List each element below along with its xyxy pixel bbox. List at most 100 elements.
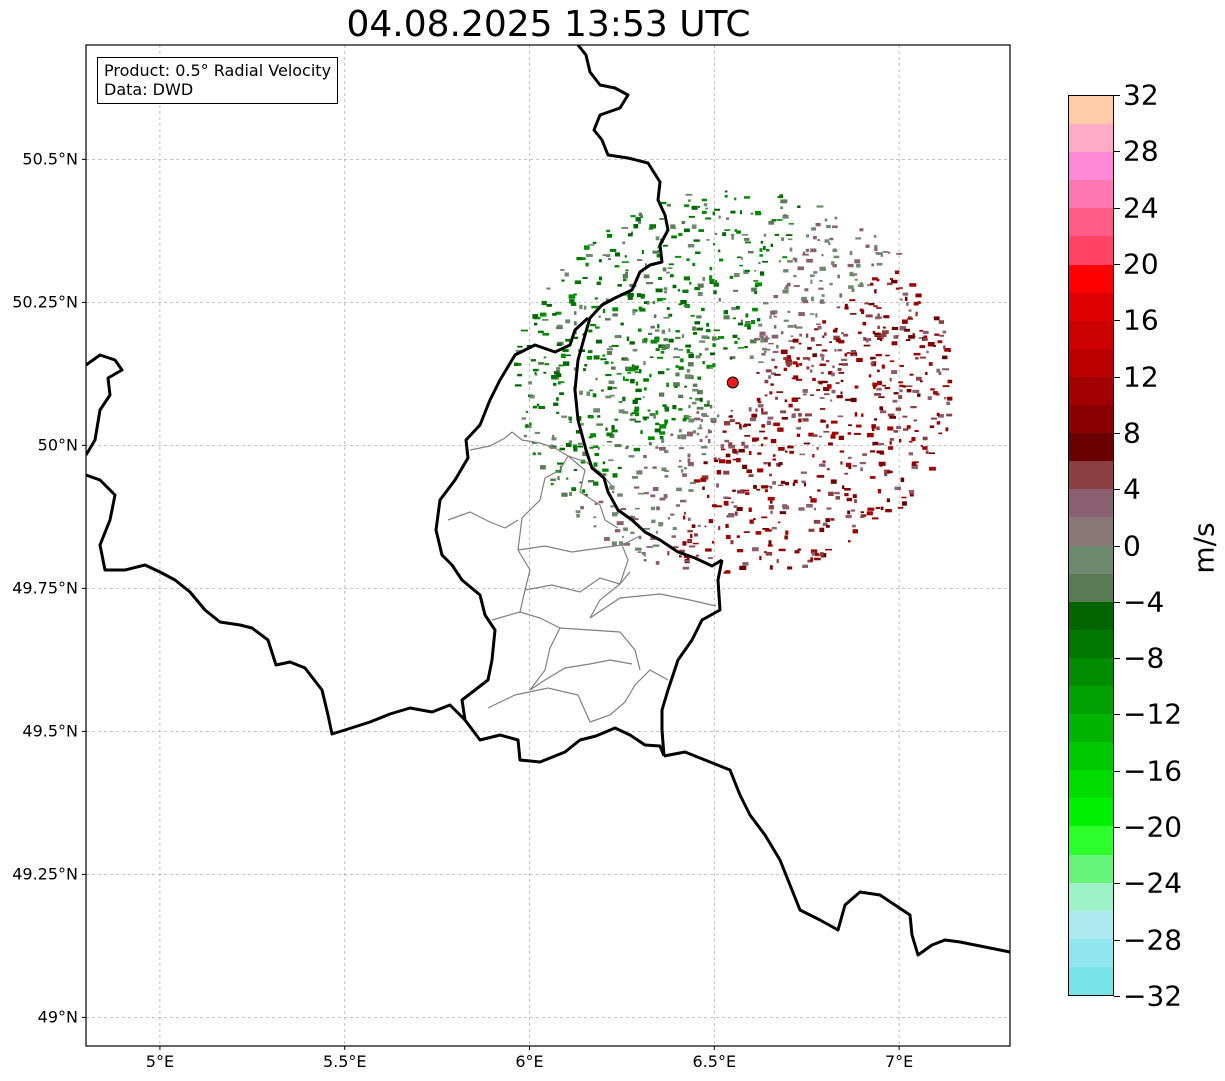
- velocity-pixel: [863, 337, 866, 341]
- velocity-pixel: [942, 330, 947, 334]
- velocity-pixel: [703, 203, 708, 207]
- velocity-pixel: [569, 416, 572, 421]
- velocity-pixel: [765, 369, 772, 373]
- velocity-pixel: [666, 271, 670, 274]
- velocity-pixel: [829, 341, 832, 343]
- velocity-pixel: [729, 275, 734, 279]
- colorbar-segment: [1069, 882, 1113, 911]
- velocity-pixel: [587, 480, 595, 483]
- velocity-pixel: [844, 303, 848, 308]
- velocity-pixel: [873, 235, 877, 238]
- velocity-pixel: [704, 404, 710, 407]
- velocity-pixel: [946, 401, 951, 406]
- radar-site-marker[interactable]: [726, 376, 739, 389]
- velocity-pixel: [850, 350, 857, 352]
- velocity-pixel: [759, 254, 763, 257]
- velocity-pixel: [760, 241, 764, 244]
- velocity-pixel: [607, 386, 612, 390]
- velocity-pixel: [835, 338, 841, 343]
- velocity-pixel: [572, 444, 578, 448]
- velocity-pixel: [649, 224, 656, 229]
- velocity-pixel: [884, 473, 888, 477]
- velocity-pixel: [620, 322, 624, 326]
- velocity-pixel: [713, 290, 717, 295]
- velocity-pixel: [859, 462, 866, 465]
- velocity-pixel: [830, 434, 836, 439]
- velocity-pixel: [675, 365, 679, 368]
- velocity-pixel: [776, 344, 779, 349]
- velocity-pixel: [689, 481, 696, 485]
- velocity-pixel: [830, 518, 835, 521]
- velocity-pixel: [697, 376, 702, 380]
- velocity-pixel: [782, 289, 789, 294]
- velocity-pixel: [861, 413, 864, 417]
- velocity-pixel: [708, 430, 712, 433]
- velocity-pixel: [879, 406, 883, 411]
- velocity-echoes: [514, 190, 953, 574]
- velocity-pixel: [647, 332, 653, 335]
- velocity-pixel: [867, 284, 874, 286]
- velocity-pixel: [780, 480, 785, 484]
- velocity-pixel: [770, 383, 774, 386]
- velocity-pixel: [793, 479, 798, 484]
- colorbar-tick: [1114, 376, 1120, 378]
- velocity-pixel: [612, 473, 618, 478]
- velocity-pixel: [806, 333, 809, 338]
- velocity-pixel: [606, 441, 613, 443]
- velocity-pixel: [878, 461, 886, 466]
- colorbar-tick: [1114, 601, 1120, 603]
- velocity-pixel: [679, 460, 682, 462]
- velocity-pixel: [788, 340, 794, 342]
- velocity-pixel: [822, 320, 827, 324]
- velocity-pixel: [904, 296, 908, 301]
- velocity-pixel: [753, 518, 756, 521]
- velocity-pixel: [834, 491, 840, 495]
- velocity-pixel: [744, 237, 750, 241]
- velocity-pixel: [759, 248, 763, 252]
- velocity-pixel: [908, 316, 912, 319]
- velocity-pixel: [521, 417, 526, 420]
- velocity-pixel: [909, 440, 913, 443]
- velocity-pixel: [852, 465, 857, 467]
- velocity-pixel: [739, 565, 747, 570]
- velocity-pixel: [787, 365, 790, 367]
- velocity-pixel: [697, 427, 703, 430]
- velocity-pixel: [831, 372, 835, 377]
- velocity-pixel: [818, 435, 822, 438]
- velocity-pixel: [680, 499, 687, 503]
- velocity-pixel: [759, 271, 765, 276]
- velocity-pixel: [889, 438, 894, 441]
- velocity-pixel: [712, 211, 716, 216]
- velocity-pixel: [659, 424, 667, 429]
- velocity-pixel: [683, 305, 688, 308]
- velocity-pixel: [806, 504, 813, 508]
- colorbar-tick: [1114, 545, 1120, 547]
- colorbar-segment: [1069, 854, 1113, 883]
- velocity-pixel: [806, 366, 810, 370]
- velocity-pixel: [601, 389, 604, 392]
- velocity-pixel: [712, 363, 716, 368]
- velocity-pixel: [817, 325, 822, 330]
- velocity-pixel: [634, 365, 639, 371]
- velocity-pixel: [655, 530, 659, 534]
- velocity-pixel: [767, 496, 775, 501]
- velocity-pixel: [757, 452, 762, 455]
- velocity-pixel: [838, 340, 845, 344]
- velocity-pixel: [856, 424, 862, 428]
- velocity-pixel: [586, 391, 591, 396]
- velocity-pixel: [565, 442, 572, 447]
- velocity-pixel: [877, 369, 880, 373]
- velocity-pixel: [867, 507, 875, 511]
- velocity-pixel: [710, 352, 716, 356]
- velocity-pixel: [802, 393, 807, 396]
- velocity-pixel: [829, 237, 834, 241]
- velocity-pixel: [715, 280, 718, 285]
- velocity-pixel: [778, 260, 781, 263]
- velocity-pixel: [659, 446, 666, 451]
- velocity-pixel: [891, 370, 898, 375]
- velocity-pixel: [584, 493, 588, 497]
- velocity-pixel: [653, 314, 657, 318]
- colorbar-tick: [1114, 489, 1120, 491]
- colorbar-segment: [1069, 517, 1113, 546]
